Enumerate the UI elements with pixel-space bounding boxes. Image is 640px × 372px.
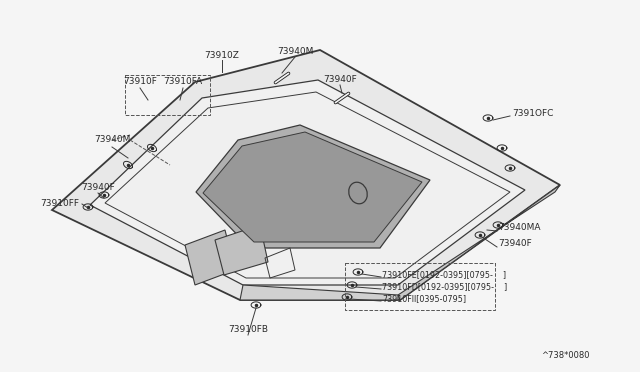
Text: 73940F: 73940F: [81, 183, 115, 192]
Text: 73910FB: 73910FB: [228, 326, 268, 334]
Text: 73910FD[0192-0395][0795-    ]: 73910FD[0192-0395][0795- ]: [382, 282, 508, 292]
Polygon shape: [398, 185, 560, 300]
Polygon shape: [52, 50, 560, 300]
Text: ^738*0080: ^738*0080: [541, 350, 589, 359]
Text: 73940M: 73940M: [94, 135, 130, 144]
Text: 73910FE[0192-0395][0795-    ]: 73910FE[0192-0395][0795- ]: [382, 270, 506, 279]
Text: 73910Z: 73910Z: [205, 51, 239, 60]
Polygon shape: [240, 285, 398, 300]
Polygon shape: [90, 80, 525, 285]
Polygon shape: [215, 225, 268, 275]
Polygon shape: [196, 125, 430, 248]
Text: 73910FF: 73910FF: [40, 199, 79, 208]
Text: 73910FII[0395-0795]: 73910FII[0395-0795]: [382, 295, 466, 304]
Polygon shape: [203, 132, 422, 242]
Text: 73940MA: 73940MA: [498, 224, 541, 232]
Text: 73940F: 73940F: [323, 76, 357, 84]
Text: 7391OFC: 7391OFC: [512, 109, 554, 118]
Polygon shape: [185, 230, 235, 285]
Text: 73910FA: 73910FA: [163, 77, 203, 87]
Text: 73910F: 73910F: [123, 77, 157, 87]
Text: 73940M: 73940M: [277, 48, 313, 57]
Text: 73940F: 73940F: [498, 240, 532, 248]
